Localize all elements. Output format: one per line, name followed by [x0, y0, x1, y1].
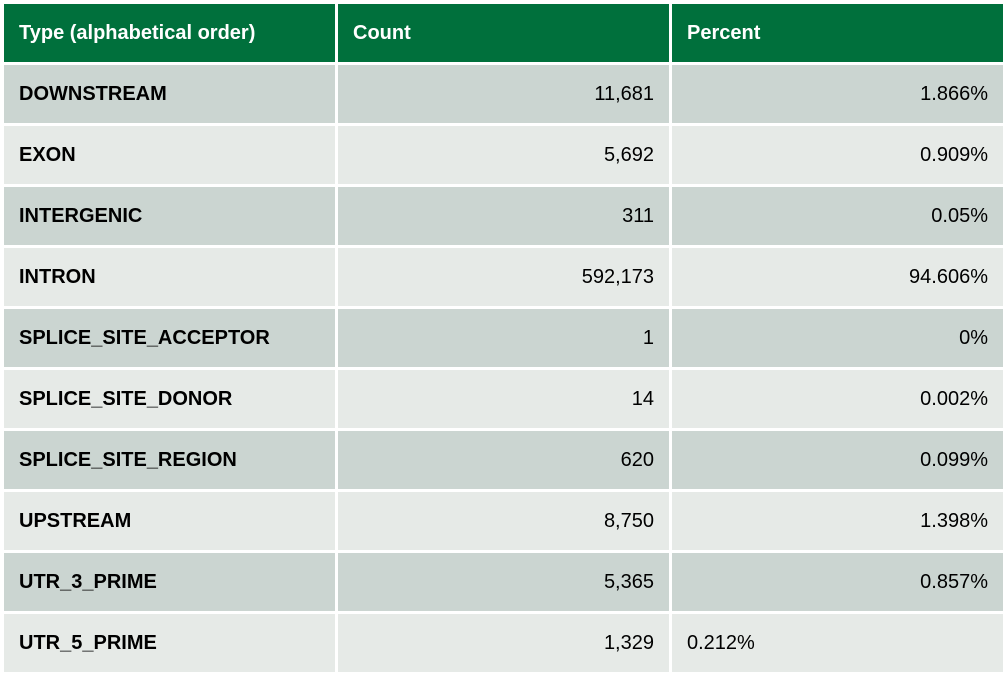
header-percent[interactable]: Percent — [669, 1, 1006, 65]
count-cell: 11,681 — [335, 62, 672, 126]
count-cell: 592,173 — [335, 245, 672, 309]
table-row: UTR_5_PRIME 1,329 0.212% — [1, 611, 1006, 675]
count-cell: 1 — [335, 306, 672, 370]
header-count[interactable]: Count — [335, 1, 672, 65]
percent-cell: 0.099% — [669, 428, 1006, 492]
type-cell: SPLICE_SITE_REGION — [1, 428, 338, 492]
type-cell: INTERGENIC — [1, 184, 338, 248]
type-cell: INTRON — [1, 245, 338, 309]
table-row: SPLICE_SITE_ACCEPTOR 1 0% — [1, 306, 1006, 370]
table-row: EXON 5,692 0.909% — [1, 123, 1006, 187]
type-cell: SPLICE_SITE_ACCEPTOR — [1, 306, 338, 370]
count-cell: 14 — [335, 367, 672, 431]
type-cell: EXON — [1, 123, 338, 187]
count-cell: 5,692 — [335, 123, 672, 187]
table-header: Type (alphabetical order) Count Percent — [1, 1, 1006, 65]
count-cell: 1,329 — [335, 611, 672, 675]
table-row: UTR_3_PRIME 5,365 0.857% — [1, 550, 1006, 614]
percent-cell: 0.002% — [669, 367, 1006, 431]
percent-cell: 0.05% — [669, 184, 1006, 248]
percent-cell: 0% — [669, 306, 1006, 370]
type-cell: UTR_5_PRIME — [1, 611, 338, 675]
header-row: Type (alphabetical order) Count Percent — [1, 1, 1006, 65]
percent-cell: 0.909% — [669, 123, 1006, 187]
header-type[interactable]: Type (alphabetical order) — [1, 1, 338, 65]
table-body: DOWNSTREAM 11,681 1.866% EXON 5,692 0.90… — [1, 62, 1006, 675]
count-cell: 620 — [335, 428, 672, 492]
count-cell: 311 — [335, 184, 672, 248]
type-cell: UTR_3_PRIME — [1, 550, 338, 614]
table-row: INTRON 592,173 94.606% — [1, 245, 1006, 309]
count-cell: 5,365 — [335, 550, 672, 614]
type-cell: UPSTREAM — [1, 489, 338, 553]
table-row: DOWNSTREAM 11,681 1.866% — [1, 62, 1006, 126]
table-row: UPSTREAM 8,750 1.398% — [1, 489, 1006, 553]
count-cell: 8,750 — [335, 489, 672, 553]
type-cell: DOWNSTREAM — [1, 62, 338, 126]
table-row: SPLICE_SITE_REGION 620 0.099% — [1, 428, 1006, 492]
percent-cell: 0.212% — [669, 611, 1006, 675]
table-row: SPLICE_SITE_DONOR 14 0.002% — [1, 367, 1006, 431]
table-row: INTERGENIC 311 0.05% — [1, 184, 1006, 248]
percent-cell: 0.857% — [669, 550, 1006, 614]
type-cell: SPLICE_SITE_DONOR — [1, 367, 338, 431]
percent-cell: 1.398% — [669, 489, 1006, 553]
percent-cell: 1.866% — [669, 62, 1006, 126]
percent-cell: 94.606% — [669, 245, 1006, 309]
